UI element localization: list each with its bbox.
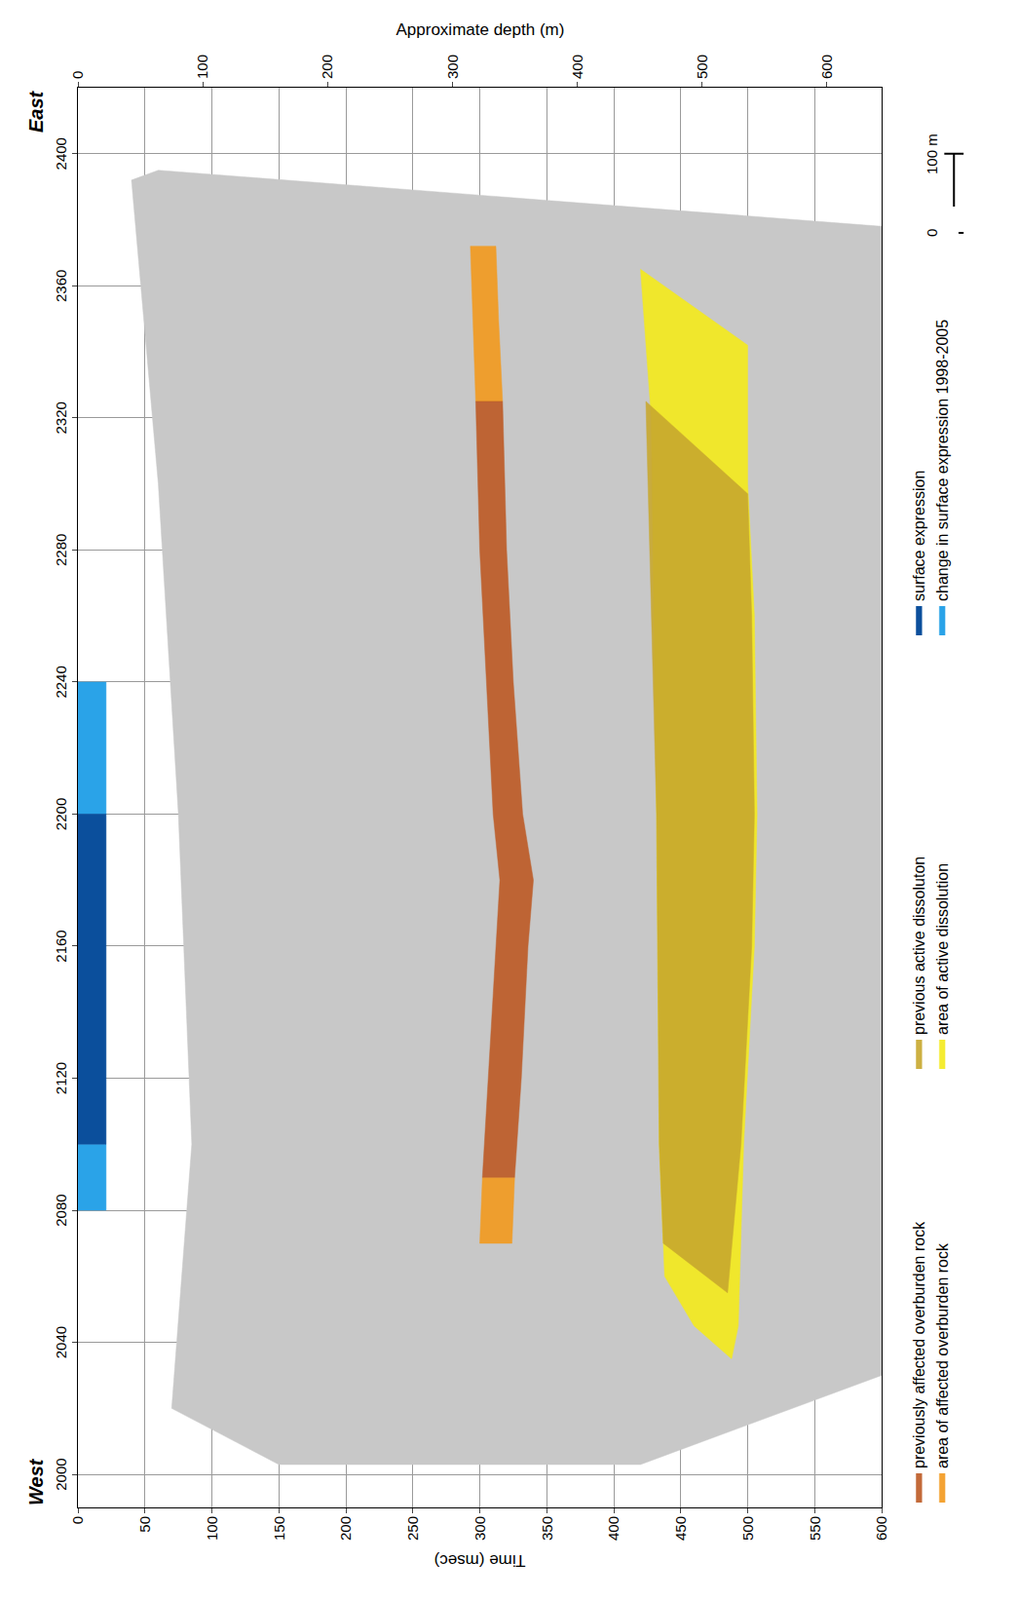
svg-text:2000: 2000 (52, 1457, 70, 1490)
svg-text:2080: 2080 (52, 1193, 70, 1226)
svg-text:change in surface expression 1: change in surface expression 1998-2005 (934, 319, 951, 602)
svg-text:2400: 2400 (52, 137, 70, 170)
svg-text:2120: 2120 (52, 1061, 70, 1094)
svg-text:500: 500 (693, 54, 711, 79)
svg-text:Time (msec): Time (msec) (434, 1550, 527, 1570)
svg-text:100 m: 100 m (923, 133, 941, 175)
svg-text:150: 150 (270, 1515, 288, 1541)
svg-text:200: 200 (318, 54, 336, 79)
svg-text:250: 250 (404, 1515, 421, 1541)
svg-text:0: 0 (69, 71, 86, 79)
svg-text:previously affected overburden: previously affected overburden rock (910, 1220, 928, 1469)
svg-text:East: East (25, 89, 47, 133)
svg-text:2160: 2160 (52, 929, 70, 962)
svg-text:area of affected overburden ro: area of affected overburden rock (934, 1242, 951, 1469)
svg-text:area of active dissolution: area of active dissolution (934, 863, 951, 1035)
svg-text:300: 300 (444, 54, 461, 79)
svg-text:2040: 2040 (52, 1325, 70, 1358)
svg-text:500: 500 (739, 1515, 756, 1541)
svg-text:400: 400 (568, 54, 586, 79)
svg-text:0: 0 (69, 1515, 86, 1524)
svg-text:300: 300 (471, 1515, 489, 1541)
svg-text:surface expression: surface expression (910, 470, 928, 602)
svg-text:100: 100 (193, 54, 211, 79)
svg-text:0: 0 (923, 228, 941, 237)
svg-text:2280: 2280 (52, 533, 70, 566)
svg-text:Approximate depth (m): Approximate depth (m) (396, 20, 566, 39)
svg-text:600: 600 (872, 1515, 890, 1541)
svg-text:100: 100 (203, 1515, 221, 1541)
svg-text:200: 200 (337, 1515, 354, 1541)
svg-text:550: 550 (806, 1515, 824, 1541)
svg-text:50: 50 (136, 1515, 153, 1533)
svg-text:400: 400 (604, 1515, 622, 1541)
svg-text:600: 600 (818, 54, 835, 79)
svg-text:450: 450 (672, 1515, 689, 1541)
svg-text:350: 350 (538, 1515, 556, 1541)
svg-text:2320: 2320 (52, 401, 70, 434)
svg-text:2360: 2360 (52, 269, 70, 302)
svg-text:previous active dissoluton: previous active dissoluton (910, 856, 928, 1035)
svg-text:2240: 2240 (52, 665, 70, 698)
svg-text:2200: 2200 (52, 797, 70, 830)
svg-text:West: West (25, 1457, 47, 1506)
